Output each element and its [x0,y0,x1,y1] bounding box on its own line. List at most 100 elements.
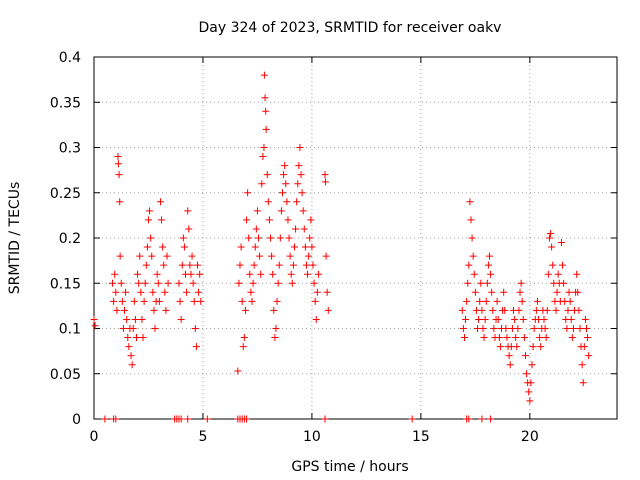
data-point [259,153,267,161]
data-point [484,261,492,269]
data-point [519,315,527,323]
data-point [255,234,263,242]
data-point [469,252,477,260]
data-point [90,315,98,323]
data-point [467,216,475,224]
data-point [527,379,535,387]
data-point-zero [184,415,192,423]
data-point [304,270,312,278]
data-point [311,297,319,305]
data-point [138,315,146,323]
data-point [244,189,252,197]
data-point [118,297,126,305]
data-point [502,325,510,332]
data-point [128,361,136,369]
data-point [260,144,268,151]
data-point [573,270,581,278]
data-point [468,234,476,242]
data-point [477,279,485,287]
data-point [516,288,524,296]
data-point [464,279,472,287]
x-tick-label: 0 [90,429,99,445]
data-point [252,225,260,233]
data-point [264,198,272,206]
data-point [123,315,131,323]
data-point [470,270,478,278]
data-point [159,243,167,251]
data-point [536,334,544,342]
data-point [483,279,491,287]
data-point [124,334,132,342]
data-point [257,270,265,278]
data-point [581,315,589,323]
data-point [480,334,488,342]
data-point [582,325,590,332]
data-point [289,261,297,269]
data-point [238,297,246,305]
data-point [553,288,561,296]
data-point [143,243,151,251]
data-point [559,261,567,269]
data-point [578,361,586,369]
data-point [297,171,305,179]
y-tick-label: 0.4 [59,50,81,66]
data-point [281,162,289,170]
data-point [313,288,321,296]
data-point [506,361,514,369]
data-point [91,322,99,330]
data-point [247,288,255,296]
data-point [285,234,293,242]
y-tick-label: 0.3 [59,141,81,157]
data-point [463,297,471,305]
data-point [246,270,254,278]
data-point [295,162,303,170]
data-point [269,270,277,278]
data-point [489,306,497,314]
data-point [296,144,304,151]
data-point [235,279,243,287]
data-point [575,306,583,314]
data-point [184,207,192,215]
data-point [163,252,171,260]
y-tick-label: 0.25 [50,186,81,202]
data-point [112,288,120,296]
y-tick-label: 0.35 [50,95,81,111]
data-point [271,334,279,342]
data-point [186,261,194,269]
data-point [240,334,248,342]
data-point [113,306,121,314]
data-point [547,229,555,237]
data-point [523,370,531,378]
data-point [160,261,168,269]
data-point [300,225,308,233]
data-point [496,343,504,351]
data-points [90,71,593,423]
data-point [584,334,592,342]
data-point [121,306,129,314]
data-point [528,361,536,369]
data-point-zero [408,415,416,423]
data-point [521,352,529,360]
data-point [164,279,172,287]
data-point [488,288,496,296]
data-point [119,325,127,332]
data-point [194,261,202,269]
data-point [192,343,200,351]
data-point [250,261,258,269]
x-tick-label: 15 [412,429,430,445]
data-point [278,189,286,197]
data-point [135,279,143,287]
data-point [196,270,204,278]
y-tick-label: 0.05 [50,367,81,383]
data-point [293,198,301,206]
data-point [147,234,155,242]
data-point [114,153,122,161]
data-point [256,252,264,260]
data-point-zero [203,415,211,423]
data-point [237,243,245,251]
data-point [322,252,330,260]
data-point [490,325,498,332]
data-point [136,252,144,260]
